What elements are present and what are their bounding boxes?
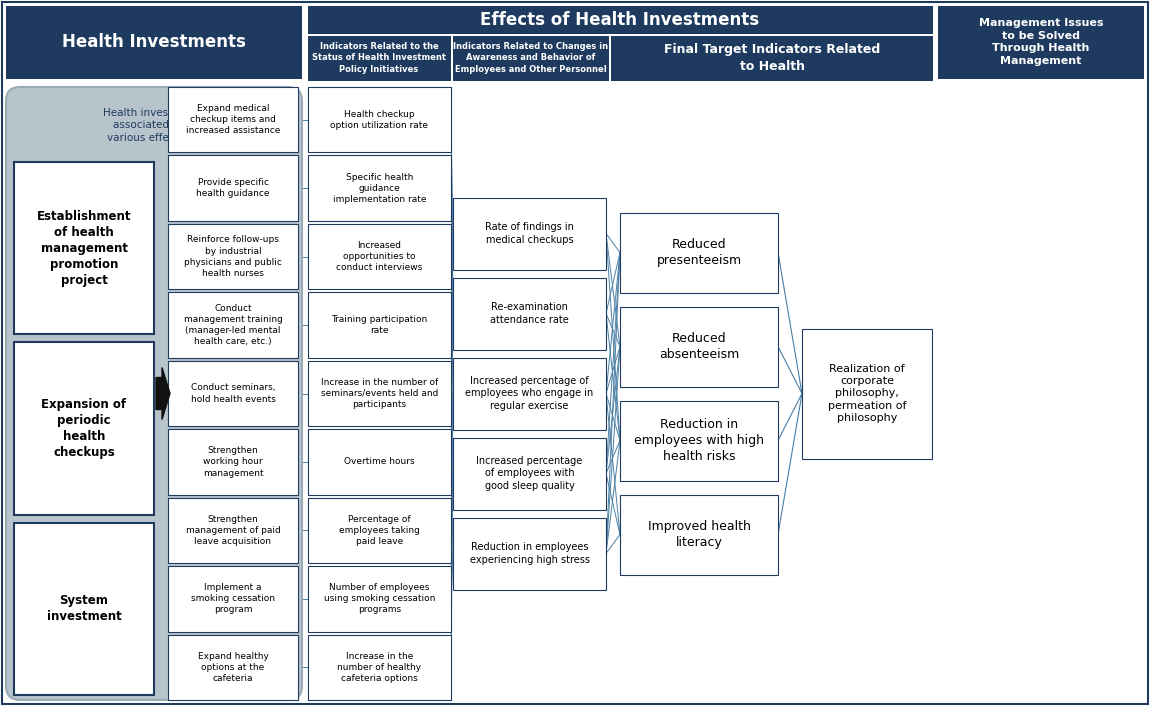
FancyBboxPatch shape <box>308 155 451 221</box>
Text: Increase in the
number of healthy
cafeteria options: Increase in the number of healthy cafete… <box>337 652 422 683</box>
Text: Conduct seminars,
hold health events: Conduct seminars, hold health events <box>191 383 276 404</box>
FancyBboxPatch shape <box>14 342 154 515</box>
FancyBboxPatch shape <box>168 498 298 563</box>
Text: Specific health
guidance
implementation rate: Specific health guidance implementation … <box>332 172 427 204</box>
Text: Health Investments: Health Investments <box>62 33 246 51</box>
FancyBboxPatch shape <box>168 292 298 358</box>
FancyBboxPatch shape <box>620 213 779 292</box>
Text: Reduction in
employees with high
health risks: Reduction in employees with high health … <box>634 418 764 463</box>
FancyBboxPatch shape <box>802 328 932 458</box>
FancyBboxPatch shape <box>620 306 779 386</box>
FancyBboxPatch shape <box>6 6 302 79</box>
Text: Increased
opportunities to
conduct interviews: Increased opportunities to conduct inter… <box>337 241 423 273</box>
Text: Expansion of
periodic
health
checkups: Expansion of periodic health checkups <box>41 398 126 459</box>
FancyBboxPatch shape <box>308 87 451 152</box>
Text: Strengthen
working hour
management: Strengthen working hour management <box>202 446 263 477</box>
FancyBboxPatch shape <box>308 224 451 289</box>
FancyBboxPatch shape <box>168 224 298 289</box>
FancyBboxPatch shape <box>308 566 451 632</box>
FancyBboxPatch shape <box>168 361 298 426</box>
FancyBboxPatch shape <box>308 36 451 81</box>
Text: Establishment
of health
management
promotion
project: Establishment of health management promo… <box>37 210 131 287</box>
Text: Indicators Related to Changes in
Awareness and Behavior of
Employees and Other P: Indicators Related to Changes in Awarene… <box>453 42 608 73</box>
FancyBboxPatch shape <box>308 292 451 358</box>
Text: Reduced
presenteeism: Reduced presenteeism <box>657 238 742 267</box>
Text: Expand medical
checkup items and
increased assistance: Expand medical checkup items and increas… <box>186 104 281 136</box>
Text: Increased percentage
of employees with
good sleep quality: Increased percentage of employees with g… <box>476 456 583 491</box>
FancyBboxPatch shape <box>6 87 302 700</box>
Text: Reinforce follow-ups
by industrial
physicians and public
health nurses: Reinforce follow-ups by industrial physi… <box>184 236 282 277</box>
Text: Number of employees
using smoking cessation
programs: Number of employees using smoking cessat… <box>324 583 435 614</box>
FancyBboxPatch shape <box>453 438 606 510</box>
Text: Re-examination
attendance rate: Re-examination attendance rate <box>490 302 569 325</box>
Text: Indicators Related to the
Status of Health Investment
Policy Initiatives: Indicators Related to the Status of Heal… <box>312 42 446 73</box>
FancyBboxPatch shape <box>14 522 154 695</box>
Text: Rate of findings in
medical checkups: Rate of findings in medical checkups <box>485 222 574 245</box>
FancyBboxPatch shape <box>308 429 451 495</box>
FancyBboxPatch shape <box>168 429 298 495</box>
Text: Expand healthy
options at the
cafeteria: Expand healthy options at the cafeteria <box>198 652 268 683</box>
FancyBboxPatch shape <box>308 498 451 563</box>
Text: Health checkup
option utilization rate: Health checkup option utilization rate <box>330 109 429 130</box>
FancyBboxPatch shape <box>453 198 606 270</box>
FancyBboxPatch shape <box>620 400 779 481</box>
FancyBboxPatch shape <box>611 36 933 81</box>
Text: Training participation
rate: Training participation rate <box>331 315 428 335</box>
FancyBboxPatch shape <box>168 87 298 152</box>
Text: Conduct
management training
(manager-led mental
health care, etc.): Conduct management training (manager-led… <box>184 304 283 346</box>
FancyBboxPatch shape <box>938 6 1144 79</box>
FancyBboxPatch shape <box>168 566 298 632</box>
Text: Realization of
corporate
philosophy,
permeation of
philosophy: Realization of corporate philosophy, per… <box>828 364 906 424</box>
FancyBboxPatch shape <box>453 357 606 429</box>
Text: Reduced
absenteeism: Reduced absenteeism <box>659 332 739 361</box>
FancyBboxPatch shape <box>14 162 154 335</box>
Text: Final Target Indicators Related
to Health: Final Target Indicators Related to Healt… <box>664 44 880 73</box>
FancyBboxPatch shape <box>453 517 606 590</box>
Text: Improved health
literacy: Improved health literacy <box>647 520 751 549</box>
Text: Provide specific
health guidance: Provide specific health guidance <box>197 178 270 198</box>
Text: Effects of Health Investments: Effects of Health Investments <box>481 11 759 29</box>
FancyBboxPatch shape <box>453 277 606 349</box>
Text: Strengthen
management of paid
leave acquisition: Strengthen management of paid leave acqu… <box>185 515 281 546</box>
Text: Overtime hours: Overtime hours <box>344 457 415 467</box>
FancyBboxPatch shape <box>308 361 451 426</box>
Text: Percentage of
employees taking
paid leave: Percentage of employees taking paid leav… <box>339 515 420 546</box>
Text: Management Issues
to be Solved
Through Health
Management: Management Issues to be Solved Through H… <box>979 18 1103 66</box>
FancyBboxPatch shape <box>620 494 779 575</box>
Text: Reduction in employees
experiencing high stress: Reduction in employees experiencing high… <box>469 542 590 565</box>
FancyBboxPatch shape <box>168 155 298 221</box>
Text: Health investments
associated with
various effects (*): Health investments associated with vario… <box>104 107 205 143</box>
FancyBboxPatch shape <box>453 36 610 81</box>
Text: Increased percentage of
employees who engage in
regular exercise: Increased percentage of employees who en… <box>466 376 593 411</box>
FancyBboxPatch shape <box>168 635 298 700</box>
FancyBboxPatch shape <box>308 6 933 34</box>
FancyBboxPatch shape <box>308 635 451 700</box>
Text: System
investment: System investment <box>47 594 122 623</box>
Text: Increase in the number of
seminars/events held and
participants: Increase in the number of seminars/event… <box>321 378 438 409</box>
Polygon shape <box>156 368 170 419</box>
Text: Implement a
smoking cessation
program: Implement a smoking cessation program <box>191 583 275 614</box>
